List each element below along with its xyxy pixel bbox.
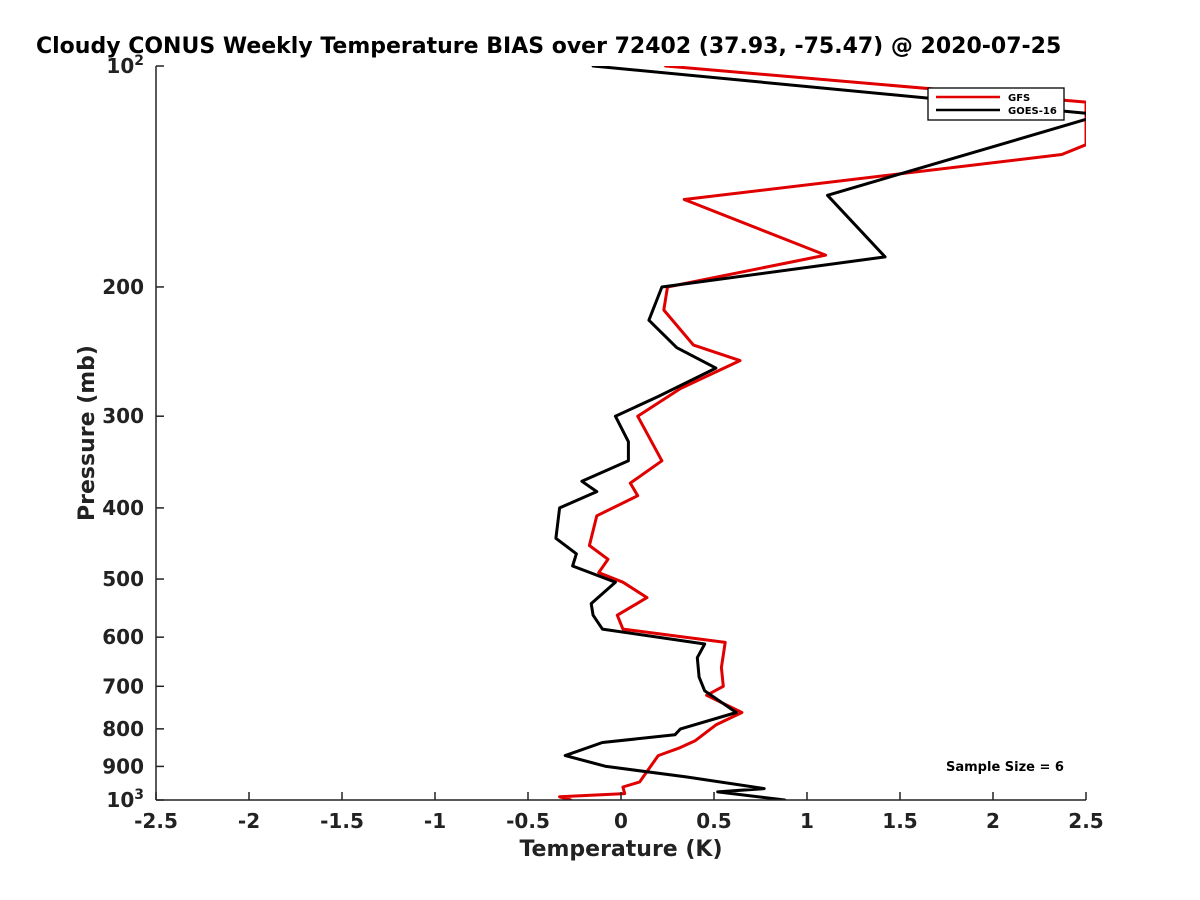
x-tick-label: 2.5 [1068,809,1103,833]
y-tick-label: 600 [102,625,144,649]
series-line-goes16 [554,66,1086,800]
x-tick-label: 1.5 [882,809,917,833]
legend-label-gfs: GFS [1008,93,1030,104]
x-tick-label: -0.5 [506,809,550,833]
sample-size-annotation: Sample Size = 6 [946,760,1064,775]
x-tick-label: -1.5 [320,809,364,833]
series-layer [554,66,1086,800]
x-tick-label: -1 [424,809,446,833]
legend: GFS GOES-16 [927,87,1065,121]
y-tick-label: 300 [102,404,144,428]
x-tick-label: -2 [238,809,260,833]
y-tick-exponent: 3 [134,787,144,803]
y-tick-label: 800 [102,717,144,741]
y-tick-label: 103 [106,787,144,812]
y-tick-label: 900 [102,754,144,778]
y-tick-exponent: 2 [134,53,144,69]
x-tick-label: 1 [800,809,814,833]
legend-label-goes16: GOES-16 [1008,106,1057,117]
x-tick-label: 0 [614,809,628,833]
x-axis-label: Temperature (K) [519,837,722,862]
y-tick-label: 700 [102,674,144,698]
y-tick-label: 200 [102,275,144,299]
y-tick-label: 500 [102,567,144,591]
series-line-gfs [558,66,1086,800]
chart-title: Cloudy CONUS Weekly Temperature BIAS ove… [36,34,1061,59]
x-tick-label: -2.5 [134,809,178,833]
x-tick-label: 0.5 [696,809,731,833]
y-tick-base: 10 [106,788,134,812]
y-tick-base: 10 [106,54,134,78]
x-axis-ticks: -2.5 -2 -1.5 -1 -0.5 0 0.5 1 1.5 2 2.5 [134,792,1104,833]
y-axis-label: Pressure (mb) [75,345,100,521]
legend-box [927,87,1065,121]
y-tick-label: 400 [102,496,144,520]
x-tick-label: 2 [986,809,1000,833]
y-tick-label: 102 [106,53,144,78]
